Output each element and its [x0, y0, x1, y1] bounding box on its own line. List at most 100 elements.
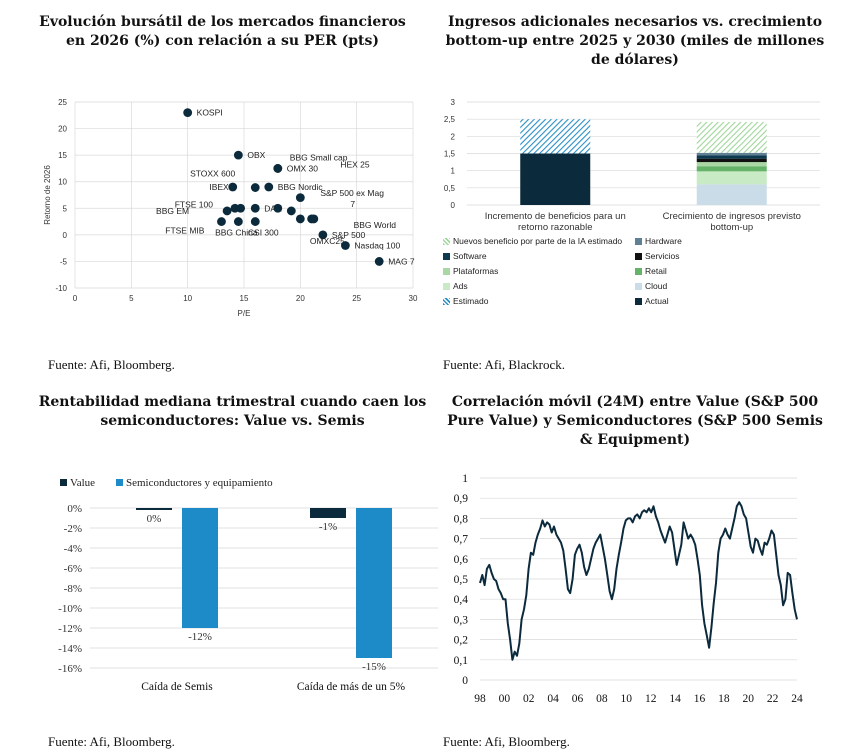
- scatter-ytick-label: 20: [58, 125, 67, 134]
- scatter-point-label: KOSPI: [197, 108, 223, 118]
- scatter-point-label: OMXC25: [310, 236, 345, 246]
- legend-label: Software: [453, 251, 487, 261]
- scatter-title-line1: Evolución bursátil de los mercados finan…: [39, 14, 406, 30]
- line-ytick-label: 0,9: [454, 493, 469, 505]
- line-xtick-label: 04: [547, 693, 559, 705]
- stacked-ytick-label: 1,5: [444, 150, 456, 159]
- stacked-legend-item: Estimado: [443, 296, 488, 306]
- scatter-ytick-label: -10: [55, 284, 67, 293]
- stacked-category-label: retorno razonable: [518, 222, 592, 233]
- scatter-point-label: BBG World: [354, 220, 397, 230]
- scatter-point: [228, 182, 238, 192]
- line-xtick-label: 22: [767, 693, 779, 705]
- line-ytick-label: 0: [462, 675, 468, 687]
- scatter-ylabel: Retorno de 2026: [43, 165, 52, 225]
- stacked-ytick-label: 0,5: [444, 184, 456, 193]
- stacked-legend: Nuevos beneficio por parte de la IA esti…: [443, 236, 843, 316]
- bars-bar: [356, 508, 392, 658]
- stacked-title-line1: Ingresos adicionales necesarios vs. crec…: [447, 14, 823, 30]
- scatter-xtick-label: 0: [73, 294, 78, 303]
- scatter-point: [374, 257, 384, 266]
- scatter-xtick-label: 15: [240, 294, 249, 303]
- legend-label: Servicios: [645, 251, 680, 261]
- stacked-legend-item: Servicios: [635, 251, 679, 261]
- scatter-point-label-line: 7: [350, 199, 355, 209]
- scatter-xtick-label: 5: [129, 294, 134, 303]
- bars-bar: [182, 508, 218, 628]
- scatter-point-label: MAG 7: [388, 256, 415, 266]
- legend-label: Plataformas: [453, 266, 499, 276]
- stacked-bar-segment: [520, 119, 591, 154]
- line-ytick-label: 0,5: [454, 574, 469, 586]
- stacked-bar-segment: [696, 184, 767, 205]
- line-xtick-label: 18: [718, 693, 730, 705]
- scatter-point: [250, 203, 260, 213]
- bars-title-line1: Rentabilidad mediana trimestral cuando c…: [38, 394, 427, 410]
- scatter-point-label: IBEX: [209, 182, 229, 192]
- scatter-point-label: BBG Small cap: [290, 152, 348, 162]
- legend-label: Estimado: [453, 296, 489, 306]
- bars-category-label: Caída de más de un 5%: [297, 681, 406, 693]
- legend-swatch: [443, 297, 450, 305]
- legend-swatch: [443, 267, 450, 275]
- stacked-bar-segment: [696, 171, 767, 185]
- line-xtick-label: 10: [621, 693, 633, 705]
- line-ytick-label: 0,4: [454, 594, 469, 606]
- scatter-point: [236, 203, 246, 213]
- bars-ytick-label: -10%: [58, 603, 82, 615]
- scatter-point-label: STOXX 600: [190, 169, 235, 179]
- scatter-xtick-label: 30: [409, 294, 418, 303]
- scatter-point-label: BBG EM: [156, 206, 189, 216]
- stacked-bar-segment: [696, 121, 767, 153]
- scatter-ytick-label: 25: [58, 98, 67, 107]
- stacked-category-label: bottom-up: [710, 222, 753, 233]
- line-ytick-label: 1: [462, 473, 468, 485]
- stacked-legend-item: Cloud: [635, 281, 667, 291]
- stacked-ytick-label: 3: [451, 98, 456, 107]
- scatter-point-label: DAX: [264, 203, 282, 213]
- bars-legend-label: Value: [70, 477, 95, 489]
- line-ytick-label: 0,3: [454, 614, 469, 626]
- line-xtick-label: 24: [791, 693, 803, 705]
- scatter-xtick-label: 20: [296, 294, 305, 303]
- legend-swatch: [635, 252, 642, 260]
- scatter-ytick-label: 10: [58, 178, 67, 187]
- bars-data-label: -1%: [319, 521, 337, 533]
- bars-ytick-label: -12%: [58, 623, 82, 635]
- stacked-bar-segment: [696, 158, 767, 163]
- line-xtick-label: 14: [669, 693, 681, 705]
- bars-chart: Value Semiconductores y equipamiento 0% -2%…: [58, 477, 438, 693]
- scatter-source: Fuente: Afi, Bloomberg.: [48, 357, 175, 372]
- scatter-point: [264, 182, 274, 192]
- bars-bar: [310, 508, 346, 518]
- stacked-legend-item: Hardware: [635, 236, 682, 246]
- legend-swatch: [635, 237, 642, 245]
- stacked-ytick-label: 1: [451, 167, 456, 176]
- stacked-legend-item: Actual: [635, 296, 669, 306]
- line-xtick-label: 02: [523, 693, 535, 705]
- stacked-bar-segment: [696, 162, 767, 167]
- bars-title: Rentabilidad mediana trimestral cuando c…: [30, 393, 435, 431]
- scatter-ytick-label: -5: [60, 257, 68, 266]
- stacked-legend-item: Ads: [443, 281, 468, 291]
- legend-swatch: [635, 282, 642, 290]
- scatter-point: [286, 206, 296, 216]
- legend-swatch: [443, 282, 450, 290]
- scatter-point: [318, 230, 328, 240]
- bars-title-line2: semiconductores: Value vs. Semis: [100, 413, 365, 429]
- legend-swatch: [635, 297, 642, 305]
- stacked-ytick-label: 2: [451, 132, 456, 141]
- scatter-chart: -10 -5 0 5 10 15 20 25 0 5 10 15 20 25 30 P/E Retorno de…: [43, 98, 418, 318]
- bars-data-label: -12%: [188, 631, 212, 643]
- scatter-xtick-label: 10: [183, 294, 192, 303]
- scatter-point: [295, 193, 305, 203]
- stacked-category-label: Incremento de beneficios para un: [485, 211, 626, 222]
- scatter-point-label: OMX 30: [287, 163, 318, 173]
- line-source: Fuente: Afi, Bloomberg.: [443, 734, 570, 749]
- bars-ytick-label: 0%: [67, 503, 82, 515]
- line-ytick-label: 0,6: [454, 554, 469, 566]
- bars-ytick-label: -8%: [64, 583, 82, 595]
- stacked-title-line2: bottom-up entre 2025 y 2030 (miles de mi…: [445, 33, 825, 49]
- scatter-point-label: S&P 500: [332, 230, 366, 240]
- scatter-xlabel: P/E: [238, 309, 251, 318]
